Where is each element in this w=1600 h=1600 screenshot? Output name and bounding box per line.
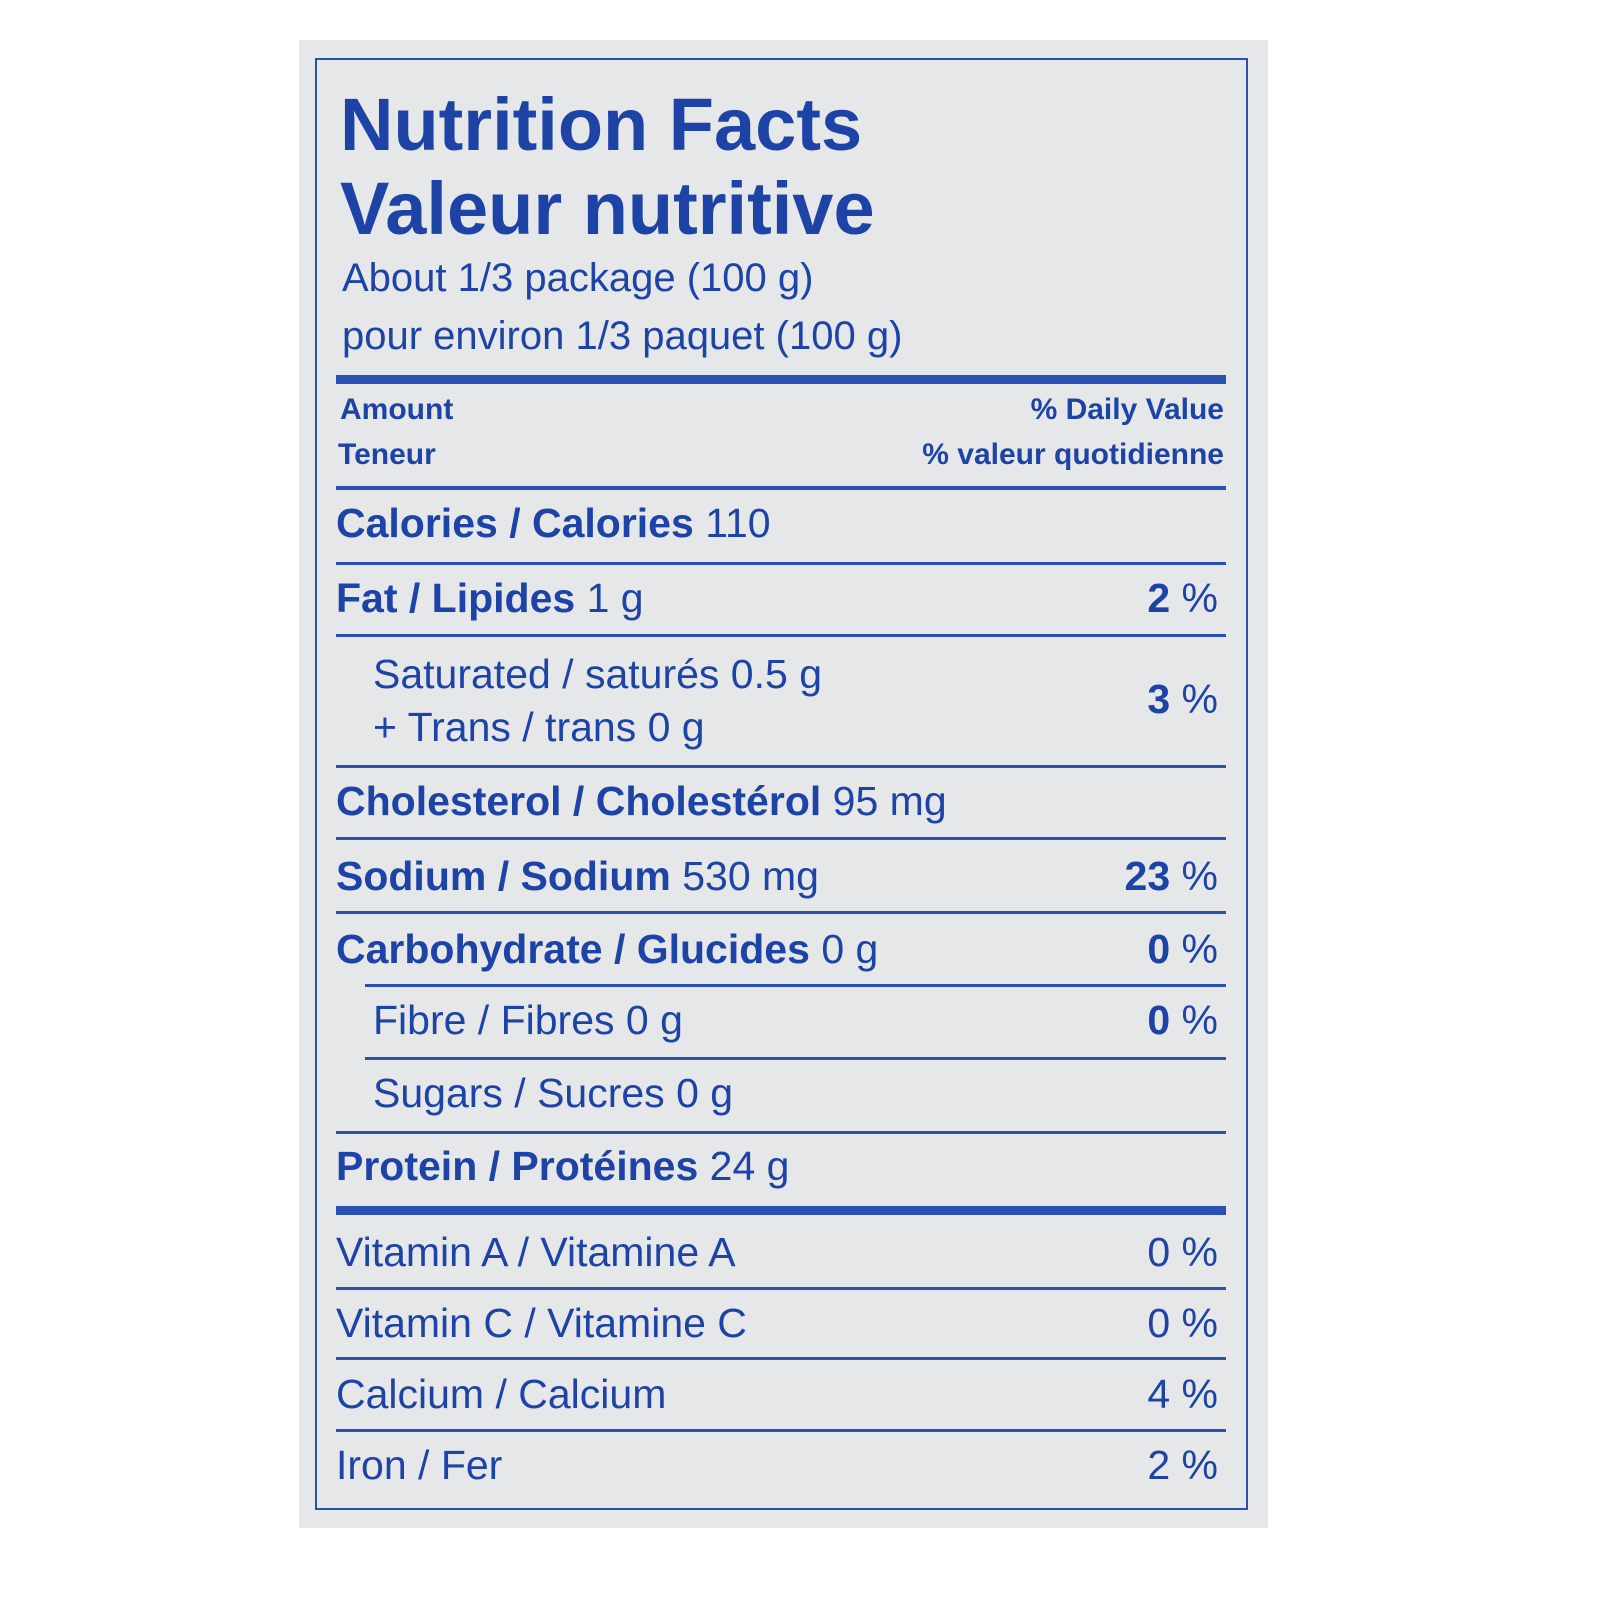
row-carbohydrate: Carbohydrate / Glucides 0 g 0 % [336,926,1218,972]
rule [336,911,1226,914]
rule [336,1357,1226,1360]
rule [336,1429,1226,1432]
rule [336,837,1226,840]
rule [336,562,1226,565]
dv-en: % Daily Value [1030,393,1224,426]
serving-en: About 1/3 package (100 g) [342,256,814,300]
row-calories: Calories / Calories 110 [336,500,771,546]
row-iron: Iron / Fer 2 % [336,1442,1218,1488]
row-saturated-dv: 3 % [1147,676,1218,722]
dv-fr: % valeur quotidienne [922,438,1224,471]
rule [336,765,1226,768]
title-en: Nutrition Facts [340,83,863,166]
title-fr: Valeur nutritive [340,167,875,250]
row-sugars: Sugars / Sucres 0 g [373,1070,734,1116]
amount-en: Amount [340,393,454,426]
rule [336,634,1226,637]
rule [365,984,1226,987]
rule [336,1287,1226,1290]
rule [336,486,1226,490]
row-calcium: Calcium / Calcium 4 % [336,1371,1218,1417]
row-sodium: Sodium / Sodium 530 mg 23 % [336,853,1218,899]
thick-rule [336,375,1226,384]
row-fibre: Fibre / Fibres 0 g 0 % [373,997,1218,1043]
row-trans: + Trans / trans 0 g [373,704,705,750]
serving-fr: pour environ 1/3 paquet (100 g) [342,314,903,358]
label-border [315,58,1248,1510]
rule [336,1131,1226,1134]
thick-rule [336,1206,1226,1215]
label-card [299,40,1268,1528]
rule [365,1057,1226,1060]
row-cholesterol: Cholesterol / Cholestérol 95 mg [336,778,947,824]
row-protein: Protein / Protéines 24 g [336,1143,790,1189]
amount-fr: Teneur [338,438,436,471]
row-saturated: Saturated / saturés 0.5 g [373,651,822,697]
row-fat: Fat / Lipides 1 g 2 % [336,575,1218,621]
